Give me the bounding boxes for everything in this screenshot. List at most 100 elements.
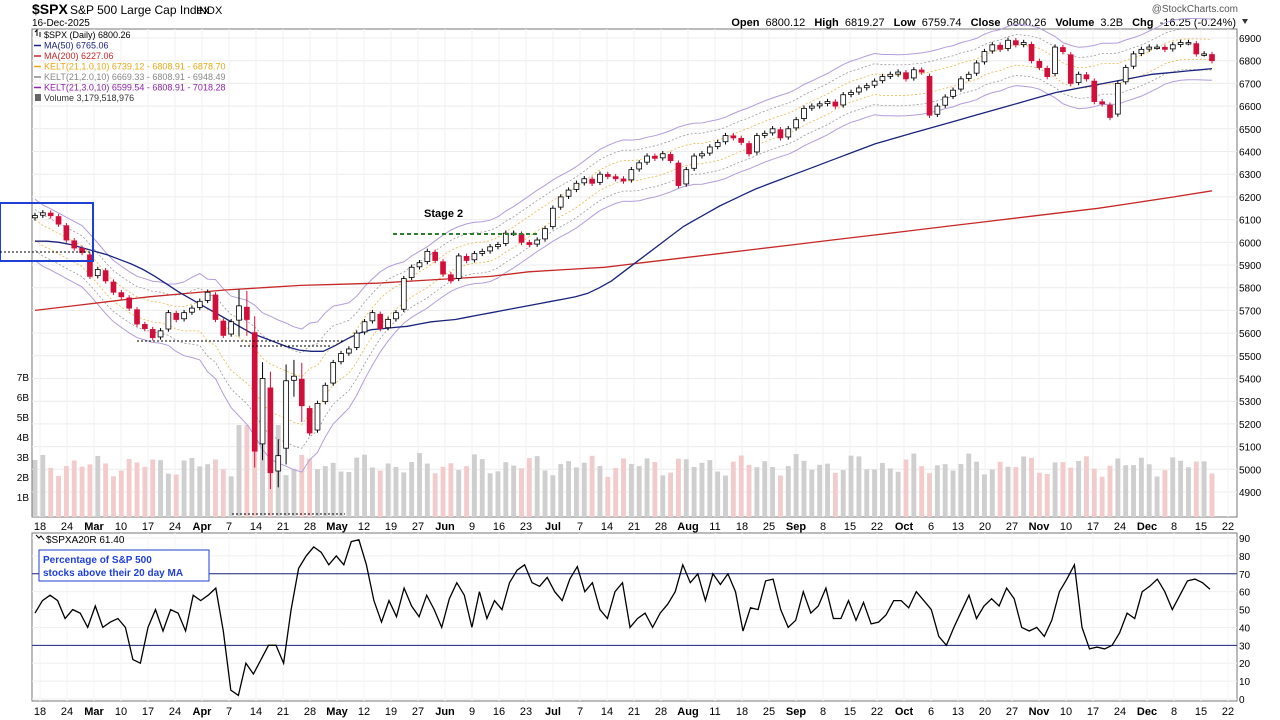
x-tick-label: 7 [577, 521, 583, 533]
x-tick-label: 9 [469, 521, 475, 533]
x-tick-label: 17 [142, 706, 154, 718]
candle-body [761, 132, 768, 136]
candle-body [134, 309, 140, 325]
candle-body [259, 378, 266, 445]
indicator-tick-label: 30 [1239, 641, 1251, 652]
volume-bar [934, 465, 940, 517]
volume-bar [142, 466, 148, 517]
x-tick-label: Mar [84, 706, 104, 718]
volume-bar [393, 466, 399, 517]
volume-bar [291, 468, 297, 517]
volume-tick-label: 1B [17, 493, 30, 504]
volume-bar [526, 458, 532, 517]
candle-body [793, 119, 799, 129]
candle-body [1083, 74, 1090, 80]
legend-entry: MA(50) 6765.06 [44, 41, 109, 51]
price-tick-label: 6200 [1239, 193, 1262, 204]
volume-bar [338, 471, 344, 517]
volume-bar [440, 466, 446, 517]
volume-bar [793, 454, 799, 517]
volume-bar [628, 463, 634, 517]
x-tick-label: 18 [736, 521, 748, 533]
x-tick-label: 19 [385, 521, 397, 533]
volume-bar [1107, 465, 1113, 517]
x-tick-label: 24 [61, 521, 73, 533]
volume-bar [911, 453, 917, 517]
price-axis: 4900 5000 5100 5200 5300 5400 5500 5600 5700 5800… [1239, 34, 1262, 499]
volume-bar [424, 463, 430, 517]
candle-body [118, 292, 125, 298]
candle-body [377, 313, 384, 329]
volume-bar [801, 460, 807, 517]
x-tick-label: 21 [628, 521, 640, 533]
candle-body [1052, 46, 1058, 75]
x-tick-label: 22 [1222, 521, 1234, 533]
volume-bar [1068, 467, 1074, 517]
candle-body [32, 215, 38, 219]
candle-body [856, 87, 862, 93]
candle-body [267, 387, 274, 474]
candle-body [730, 135, 737, 139]
x-tick-label: 16 [493, 706, 505, 718]
volume-bar [738, 455, 744, 517]
price-tick-label: 6300 [1239, 170, 1262, 181]
candle-body [997, 44, 1003, 50]
volume-bar [919, 466, 925, 517]
x-tick-label: Apr [193, 706, 213, 718]
x-tick-label: 24 [169, 706, 181, 718]
keltner-upper-3 [34, 18, 1213, 330]
x-tick-label: 14 [250, 706, 262, 718]
line-chart-icon [35, 534, 45, 541]
volume-bar [1005, 466, 1011, 517]
candle-body [1162, 46, 1168, 50]
volume-bar [32, 460, 38, 517]
price-tick-label: 6000 [1239, 238, 1262, 249]
x-tick-label: 27 [412, 706, 424, 718]
candle-body [275, 455, 282, 472]
pct-above-20dma-line [34, 539, 1211, 697]
candle-body [785, 128, 792, 138]
volume-bar [1036, 472, 1042, 517]
index-name: S&P 500 Large Cap Index [70, 3, 209, 17]
volume-bar [1123, 465, 1129, 517]
x-tick-label: 15 [844, 706, 856, 718]
candle-body [604, 174, 611, 177]
candle-body [330, 362, 337, 384]
x-tick-label: 10 [1060, 521, 1072, 533]
volume-bar [927, 473, 932, 517]
candle-body [94, 269, 101, 277]
volume-bar [330, 462, 336, 517]
candle-body [534, 239, 541, 245]
candle-body [808, 105, 815, 109]
candle-body [424, 250, 431, 262]
volume-bar [1193, 461, 1199, 517]
volume-tick-label: 6B [17, 393, 30, 404]
candle-body [361, 321, 368, 333]
indicator-legend: $SPXA20R 61.40 [35, 534, 125, 546]
x-tick-label: Oct [895, 521, 914, 533]
candle-icon [34, 28, 41, 37]
candle-body [1075, 73, 1082, 83]
volume-bar [770, 467, 776, 517]
candle-body [448, 274, 454, 282]
volume-bar [613, 468, 619, 517]
candle-body [918, 69, 925, 73]
copyright: @StockCharts.com [1152, 4, 1238, 15]
x-tick-label: 28 [304, 706, 316, 718]
candle-body [628, 169, 635, 181]
x-tick-label: 21 [277, 706, 289, 718]
x-tick-label: 28 [304, 521, 316, 533]
candle-body [777, 129, 784, 139]
close-label: Close [971, 17, 1001, 29]
volume-bar [785, 466, 791, 517]
candle-body [455, 255, 462, 279]
exchange: INDX [196, 5, 223, 17]
volume-bar [118, 470, 124, 517]
candle-body [1115, 83, 1121, 115]
volume-bar [668, 472, 674, 517]
price-tick-label: 5600 [1239, 329, 1262, 340]
volume-bar [48, 467, 54, 517]
candle-body [1130, 53, 1137, 67]
volume-bar [974, 461, 980, 517]
consolidation-box [0, 202, 94, 262]
